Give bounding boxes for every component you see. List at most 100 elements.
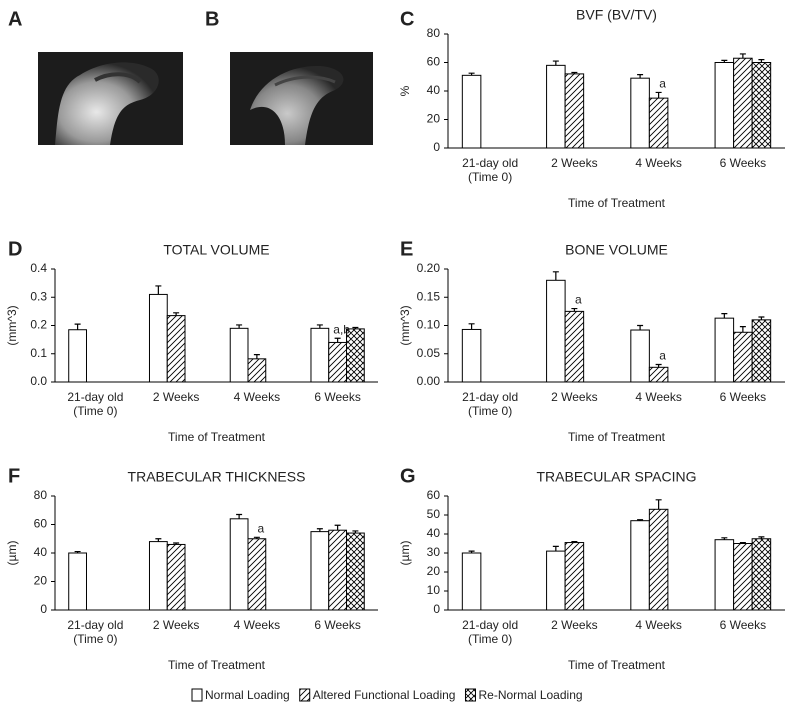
bar — [733, 57, 753, 149]
panel-letter: A — [8, 8, 22, 30]
y-tick-label: 0.20 — [417, 261, 441, 275]
x-tick-label: 6 Weeks — [720, 156, 766, 170]
image-b — [230, 52, 373, 145]
bar — [166, 315, 186, 383]
y-tick-label: 80 — [34, 488, 48, 502]
error-bar — [316, 528, 323, 532]
image-a — [38, 52, 183, 145]
y-axis-label: (mm^3) — [398, 305, 412, 345]
error-bar — [155, 538, 162, 542]
error-bar — [655, 91, 662, 99]
panel-letter: G — [400, 465, 416, 487]
bar — [247, 358, 267, 383]
x-tick-label: 4 Weeks — [635, 618, 681, 632]
bar — [310, 327, 330, 383]
x-axis-label: Time of Treatment — [568, 430, 666, 444]
x-tick-label: 4 Weeks — [234, 390, 280, 404]
panel-letter: E — [400, 238, 413, 260]
bar — [564, 310, 585, 383]
error-bar — [571, 71, 578, 74]
y-tick-label: 10 — [427, 583, 441, 597]
error-bar — [571, 307, 578, 312]
error-bar — [253, 353, 260, 359]
bar — [346, 532, 365, 611]
error-bar — [334, 337, 341, 343]
legend-swatch — [191, 688, 203, 702]
x-tick-label: 2 Weeks — [551, 156, 597, 170]
bar — [310, 531, 330, 611]
bar — [714, 62, 735, 149]
error-bar — [74, 550, 81, 553]
x-tick-label: 6 Weeks — [314, 390, 360, 404]
x-tick-label: 21-day old (Time 0) — [67, 618, 123, 646]
error-bar — [352, 326, 359, 329]
x-tick-label: 21-day old (Time 0) — [462, 390, 518, 418]
bar — [229, 518, 249, 611]
panel-letter: D — [8, 238, 22, 260]
y-tick-label: 40 — [427, 83, 441, 97]
error-bar — [739, 53, 746, 59]
x-tick-label: 2 Weeks — [153, 390, 199, 404]
x-tick-label: 6 Weeks — [720, 390, 766, 404]
bar — [247, 538, 267, 611]
bar — [714, 539, 735, 611]
bar — [546, 64, 566, 149]
bar — [68, 329, 87, 383]
bar — [229, 327, 249, 383]
bar — [328, 341, 348, 383]
bar — [630, 77, 650, 149]
bar — [546, 550, 566, 611]
error-bar — [468, 550, 475, 553]
y-tick-label: 60 — [427, 488, 441, 502]
bar — [461, 74, 482, 149]
y-tick-label: 0 — [433, 140, 440, 154]
y-tick-label: 40 — [427, 526, 441, 540]
legend-label: Normal Loading — [205, 688, 290, 702]
error-bar — [316, 324, 323, 329]
x-tick-label: 21-day old (Time 0) — [462, 618, 518, 646]
x-tick-label: 6 Weeks — [314, 618, 360, 632]
legend-label: Altered Functional Loading — [313, 688, 456, 702]
bar — [546, 279, 566, 383]
x-axis-label: Time of Treatment — [168, 658, 266, 672]
y-tick-label: 0.00 — [417, 374, 441, 388]
panel-letter: B — [205, 8, 219, 30]
x-tick-label: 2 Weeks — [551, 618, 597, 632]
chart-title: TRABECULAR THICKNESS — [128, 469, 306, 485]
y-tick-label: 60 — [427, 55, 441, 69]
bar — [714, 317, 735, 383]
error-bar — [155, 285, 162, 295]
y-axis-label: (µm) — [5, 541, 19, 566]
error-bar — [236, 513, 243, 519]
error-bar — [721, 59, 728, 63]
bar — [328, 529, 348, 611]
error-bar — [74, 323, 81, 330]
annotation: a,b — [333, 322, 350, 336]
y-tick-label: 0 — [40, 602, 47, 616]
bar — [733, 331, 753, 383]
x-axis-label: Time of Treatment — [568, 196, 666, 210]
error-bar — [236, 324, 243, 329]
error-bar — [352, 530, 359, 534]
chart-title: BVF (BV/TV) — [576, 7, 657, 23]
error-bar — [758, 59, 765, 63]
bar — [564, 542, 585, 611]
error-bar — [253, 536, 260, 539]
error-bar — [655, 499, 662, 510]
y-tick-label: 0 — [433, 602, 440, 616]
y-tick-label: 20 — [34, 574, 48, 588]
bar — [148, 541, 168, 611]
bar — [346, 328, 365, 383]
y-tick-label: 0.15 — [417, 289, 441, 303]
error-bar — [721, 313, 728, 319]
bar — [751, 319, 772, 383]
y-tick-label: 0.10 — [417, 318, 441, 332]
error-bar — [334, 524, 341, 531]
y-tick-label: 20 — [427, 112, 441, 126]
y-axis-label: (mm^3) — [5, 305, 19, 345]
legend-label: Re-Normal Loading — [478, 688, 582, 702]
bar — [648, 366, 669, 383]
error-bar — [655, 363, 662, 368]
error-bar — [739, 541, 746, 544]
